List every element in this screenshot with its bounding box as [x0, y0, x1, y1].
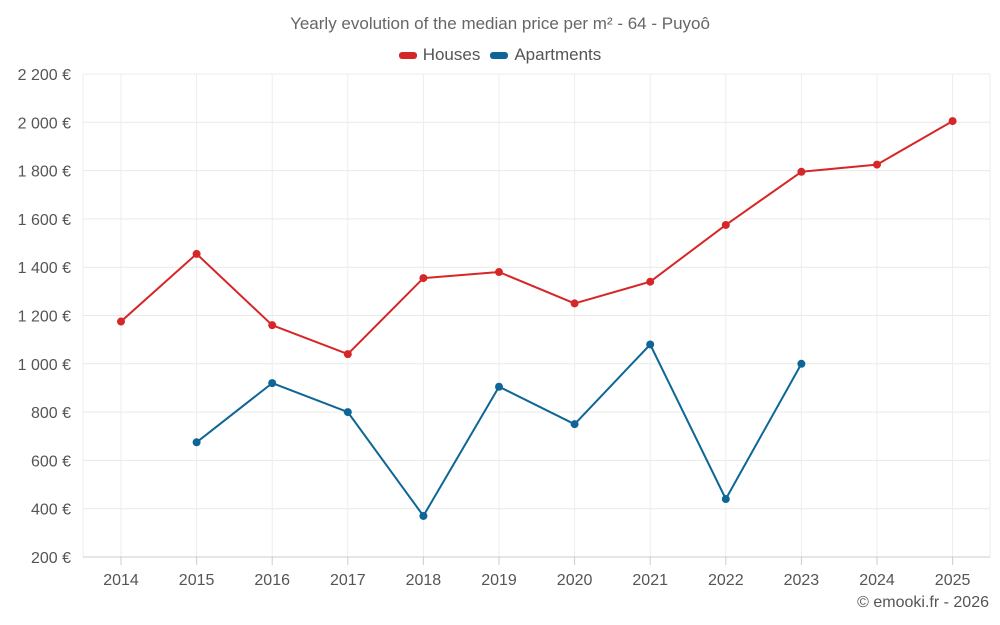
x-tick-label: 2019: [481, 572, 517, 589]
data-point-houses: [343, 350, 352, 359]
legend-swatch-apartments: [490, 51, 509, 59]
series-line-houses: [120, 120, 954, 356]
data-point-apartments: [495, 382, 503, 391]
data-point-apartments: [268, 379, 277, 388]
y-tick-label: 200 €: [31, 550, 71, 567]
series: [117, 117, 957, 520]
data-point-houses: [646, 277, 655, 286]
data-point-houses: [948, 117, 957, 126]
data-point-apartments: [192, 438, 201, 447]
data-point-apartments: [419, 511, 428, 520]
data-point-apartments: [343, 408, 352, 417]
y-tick-label: 1 200 €: [18, 309, 71, 326]
legend-swatch-houses: [398, 51, 417, 59]
x-tick-label: 2014: [103, 572, 139, 589]
legend: Houses Apartments: [0, 45, 1000, 65]
y-tick-label: 2 200 €: [18, 67, 71, 84]
x-tick-label: 2020: [557, 572, 593, 589]
data-point-apartments: [570, 420, 579, 429]
data-point-houses: [192, 249, 201, 258]
data-point-houses: [495, 268, 503, 277]
data-point-houses: [268, 321, 277, 330]
y-tick-label: 400 €: [31, 502, 71, 519]
data-point-houses: [797, 167, 806, 176]
data-point-houses: [117, 317, 125, 326]
x-tick-label: 2023: [784, 572, 820, 589]
y-tick-label: 1 600 €: [18, 212, 71, 229]
data-point-houses: [419, 274, 428, 283]
y-tick-label: 600 €: [31, 453, 71, 470]
x-tick-label: 2018: [406, 572, 442, 589]
chart-title: Yearly evolution of the median price per…: [290, 14, 710, 33]
x-tick-label: 2016: [254, 572, 290, 589]
y-tick-label: 1 800 €: [18, 164, 71, 181]
axes: 200 € 400 € 600 € 800 € 1 000 € 1 200 € 1 400 …: [18, 67, 990, 589]
data-point-apartments: [797, 359, 806, 368]
legend-label-houses: Houses: [422, 45, 481, 64]
y-tick-label: 800 €: [31, 405, 71, 422]
data-point-apartments: [646, 340, 655, 349]
x-tick-label: 2015: [179, 572, 215, 589]
x-tick-label: 2021: [632, 572, 668, 589]
grid: [82, 73, 991, 557]
data-point-apartments: [721, 495, 730, 504]
legend-label-apartments: Apartments: [514, 45, 602, 64]
y-tick-label: 1 400 €: [18, 260, 71, 277]
data-point-houses: [873, 160, 881, 169]
y-tick-label: 1 000 €: [18, 357, 71, 374]
legend-item-apartments[interactable]: Apartments: [490, 45, 601, 65]
data-point-houses: [570, 299, 579, 308]
credit-text: © emooki.fr - 2026: [857, 594, 989, 611]
x-tick-label: 2022: [708, 572, 744, 589]
data-point-houses: [721, 220, 730, 229]
x-tick-label: 2025: [935, 572, 971, 589]
y-tick-label: 2 000 €: [18, 115, 71, 132]
legend-item-houses[interactable]: Houses: [398, 45, 481, 65]
x-tick-label: 2017: [330, 572, 366, 589]
x-tick-label: 2024: [859, 572, 895, 589]
